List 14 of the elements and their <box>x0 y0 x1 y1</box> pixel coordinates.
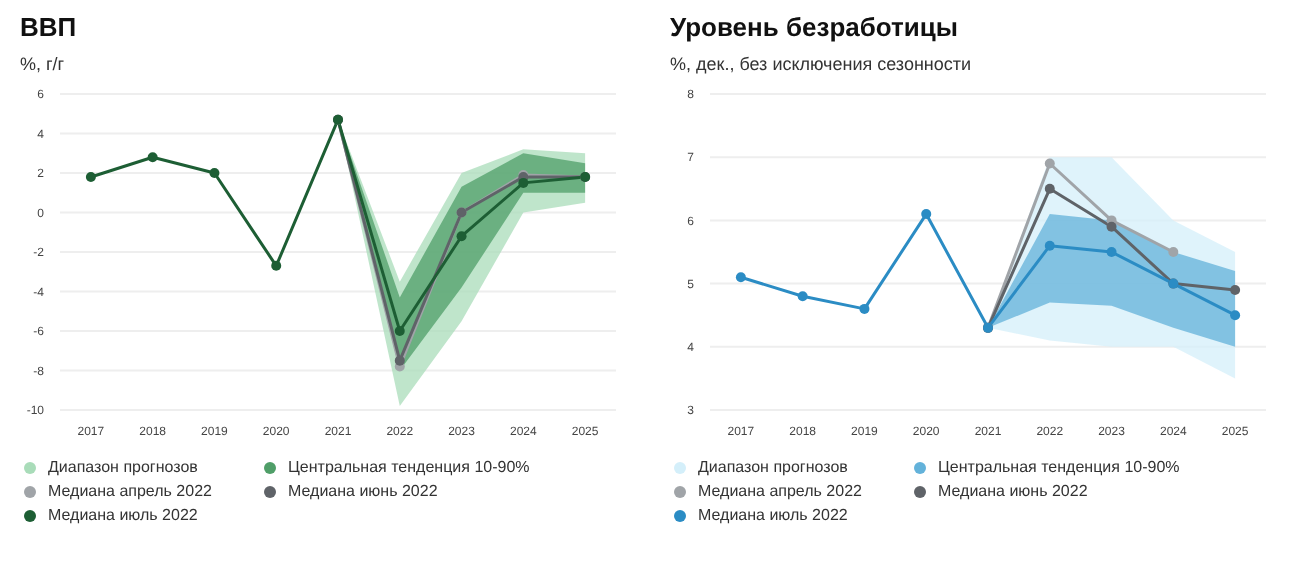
chart-title: Уровень безработицы <box>668 10 960 42</box>
legend-label: Медиана апрель 2022 <box>48 482 212 500</box>
legend-label: Медиана июль 2022 <box>48 506 198 524</box>
legend-label: Центральная тенденция 10-90% <box>938 458 1180 476</box>
legend-label: Медиана июль 2022 <box>698 506 848 524</box>
legend-label: Медиана июнь 2022 <box>288 482 438 500</box>
legend-label: Диапазон прогнозов <box>698 458 848 476</box>
legend-label: Медиана июнь 2022 <box>938 482 1088 500</box>
chart-title: ВВП <box>18 10 79 42</box>
chart-subtitle: %, г/г <box>18 52 67 74</box>
chart-subtitle: %, дек., без исключения сезонности <box>668 52 974 74</box>
legend-label: Диапазон прогнозов <box>48 458 198 476</box>
legend-label: Центральная тенденция 10-90% <box>288 458 530 476</box>
legend-label: Медиана апрель 2022 <box>698 482 862 500</box>
